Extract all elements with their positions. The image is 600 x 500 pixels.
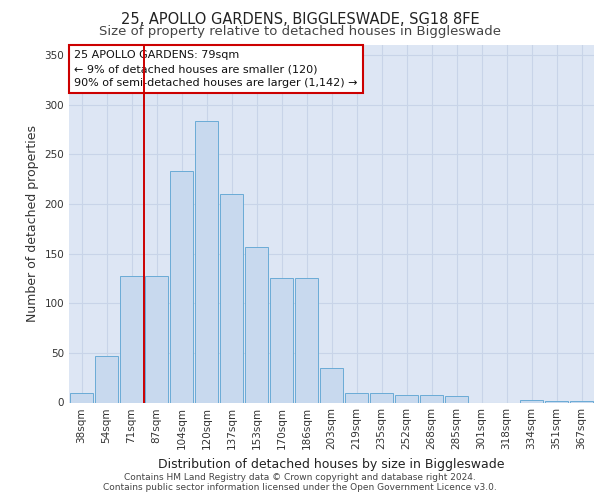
- Text: 25, APOLLO GARDENS, BIGGLESWADE, SG18 8FE: 25, APOLLO GARDENS, BIGGLESWADE, SG18 8F…: [121, 12, 479, 28]
- Bar: [295, 278, 318, 402]
- Bar: [545, 400, 568, 402]
- Bar: [420, 394, 443, 402]
- Bar: [70, 392, 93, 402]
- Text: Size of property relative to detached houses in Biggleswade: Size of property relative to detached ho…: [99, 25, 501, 38]
- Bar: [320, 368, 343, 402]
- Text: Contains HM Land Registry data © Crown copyright and database right 2024.
Contai: Contains HM Land Registry data © Crown c…: [103, 473, 497, 492]
- Bar: [570, 400, 593, 402]
- Bar: [370, 392, 393, 402]
- Bar: [220, 194, 243, 402]
- Bar: [245, 246, 268, 402]
- Bar: [145, 276, 168, 402]
- Bar: [170, 171, 193, 402]
- Text: 25 APOLLO GARDENS: 79sqm
← 9% of detached houses are smaller (120)
90% of semi-d: 25 APOLLO GARDENS: 79sqm ← 9% of detache…: [74, 50, 358, 88]
- Y-axis label: Number of detached properties: Number of detached properties: [26, 125, 39, 322]
- Bar: [345, 392, 368, 402]
- Bar: [395, 394, 418, 402]
- Bar: [195, 122, 218, 402]
- Bar: [120, 276, 143, 402]
- Bar: [445, 396, 468, 402]
- Bar: [95, 356, 118, 403]
- Bar: [520, 400, 543, 402]
- X-axis label: Distribution of detached houses by size in Biggleswade: Distribution of detached houses by size …: [158, 458, 505, 471]
- Bar: [270, 278, 293, 402]
